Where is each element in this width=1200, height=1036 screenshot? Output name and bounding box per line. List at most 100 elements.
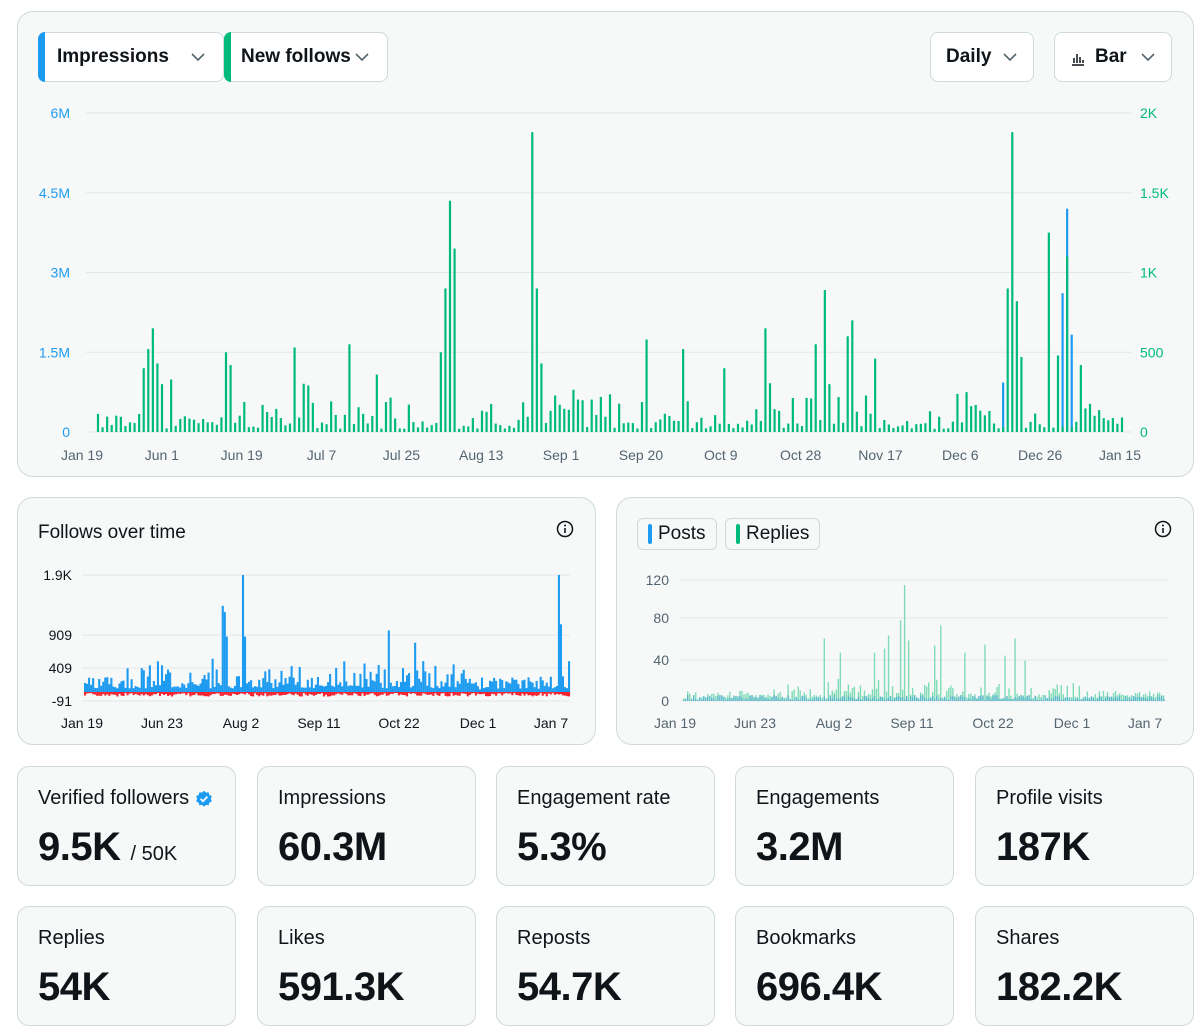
stat-shares[interactable]: Shares 182.2K [975, 906, 1194, 1026]
unfollows-bar [185, 692, 188, 696]
unfollows-bar [120, 692, 123, 696]
posts-bar [815, 697, 817, 701]
posts-bar [707, 696, 709, 701]
follows-bar [501, 680, 504, 692]
posts-bar [791, 699, 793, 701]
stat-profile-visits[interactable]: Profile visits 187K [975, 766, 1194, 886]
follows-bar [124, 687, 127, 692]
posts-bar [907, 699, 910, 701]
posts-bar [1022, 696, 1024, 701]
metric2-dropdown[interactable]: New follows [224, 32, 388, 82]
new-follows-bar [869, 413, 872, 432]
stat-bookmarks[interactable]: Bookmarks 696.4K [735, 906, 954, 1026]
unfollows-bar [100, 692, 103, 696]
posts-bar [1146, 698, 1149, 701]
posts-bar [883, 699, 886, 701]
y-axis-label: 40 [653, 652, 669, 668]
stat-impressions[interactable]: Impressions 60.3M [257, 766, 476, 886]
unfollows-bar [256, 692, 259, 696]
posts-bar [1084, 696, 1087, 701]
info-icon[interactable] [1154, 520, 1172, 538]
replies-bar [851, 688, 854, 701]
x-axis-label: Nov 17 [858, 447, 903, 463]
unfollows-bar [298, 692, 301, 697]
follows-bar [545, 682, 548, 692]
metric1-dropdown[interactable]: Impressions [38, 32, 224, 82]
follows-bar [84, 682, 87, 692]
y-axis-left-label: 1.5M [39, 344, 70, 360]
y-axis-left-label: 6M [51, 105, 70, 121]
follows-bar [158, 685, 162, 692]
stat-value: 591.3K [278, 965, 404, 1009]
replies-bar [1112, 693, 1115, 701]
stat-verified-followers[interactable]: Verified followers 9.5K / 50K [17, 766, 236, 886]
new-follows-bar [371, 415, 374, 432]
unfollows-bar [90, 692, 93, 694]
stat-replies[interactable]: Replies 54K [17, 906, 236, 1026]
posts-bar [1042, 699, 1044, 701]
replies-bar [725, 697, 727, 701]
unfollows-bar [339, 692, 342, 695]
follows-bar [476, 686, 479, 692]
follows-bar [347, 686, 350, 692]
follows-bar-chart: 1.9K 909 409 -91 Jan 19 Jun 23 Aug 2 Sep 11 Oct… [43, 567, 571, 731]
posts-bar [940, 697, 942, 701]
info-icon[interactable] [556, 520, 574, 538]
legend-replies-label: Replies [746, 523, 810, 544]
unfollows-bar [258, 692, 261, 697]
new-follows-bar [311, 402, 314, 432]
unfollows-bar [568, 692, 571, 697]
new-follows-bar [663, 413, 666, 432]
replies-bar [952, 687, 954, 701]
new-follows-bar [238, 415, 241, 432]
unfollows-bar [523, 692, 526, 696]
follows-bar [233, 686, 236, 692]
new-follows-bar [718, 423, 721, 432]
new-follows-bar [727, 423, 730, 432]
unfollows-bar [270, 692, 273, 696]
unfollows-bar [150, 692, 153, 696]
new-follows-bar [695, 422, 698, 432]
follows-bar [472, 683, 475, 692]
new-follows-bar [96, 413, 100, 432]
follows-bar [219, 685, 222, 692]
new-follows-bar [444, 288, 447, 432]
posts-bar [689, 699, 691, 701]
new-follows-bar [485, 411, 488, 432]
unfollows-bar [314, 692, 317, 695]
new-follows-bar [160, 384, 164, 432]
follows-bar [136, 686, 139, 692]
follows-bar [197, 685, 200, 692]
chart-type-dropdown[interactable]: Bar [1054, 32, 1172, 82]
unfollows-bar [476, 692, 479, 694]
new-follows-bar [988, 411, 991, 432]
x-axis-label: Dec 6 [942, 447, 979, 463]
stat-reposts[interactable]: Reposts 54.7K [496, 906, 715, 1026]
posts-bar [946, 699, 948, 701]
replies-bar [1036, 696, 1038, 701]
y-axis-label: 80 [653, 610, 669, 626]
follows-bar [276, 686, 279, 692]
legend-replies[interactable]: Replies [725, 518, 821, 550]
posts-bar [861, 699, 864, 701]
legend-posts[interactable]: Posts [637, 518, 717, 550]
interval-dropdown[interactable]: Daily [930, 32, 1034, 82]
unfollows-bar [306, 692, 309, 696]
stat-engagement-rate[interactable]: Engagement rate 5.3% [496, 766, 715, 886]
unfollows-bar [527, 692, 530, 696]
stat-value: 5.3% [517, 825, 607, 869]
stat-engagements[interactable]: Engagements 3.2M [735, 766, 954, 886]
replies-bar [1134, 692, 1137, 701]
metric1-label: Impressions [57, 46, 169, 67]
follows-bar [442, 686, 445, 692]
new-follows-bar [471, 418, 474, 432]
unfollows-bar [308, 692, 311, 695]
metric1-color-indicator [38, 32, 45, 82]
replies-bar [1072, 683, 1075, 701]
posts-bar [1076, 697, 1079, 701]
follows-bar [373, 681, 376, 692]
unfollows-bar [272, 692, 275, 696]
unfollows-bar [288, 692, 291, 694]
unfollows-bar [385, 692, 388, 696]
stat-likes[interactable]: Likes 591.3K [257, 906, 476, 1026]
